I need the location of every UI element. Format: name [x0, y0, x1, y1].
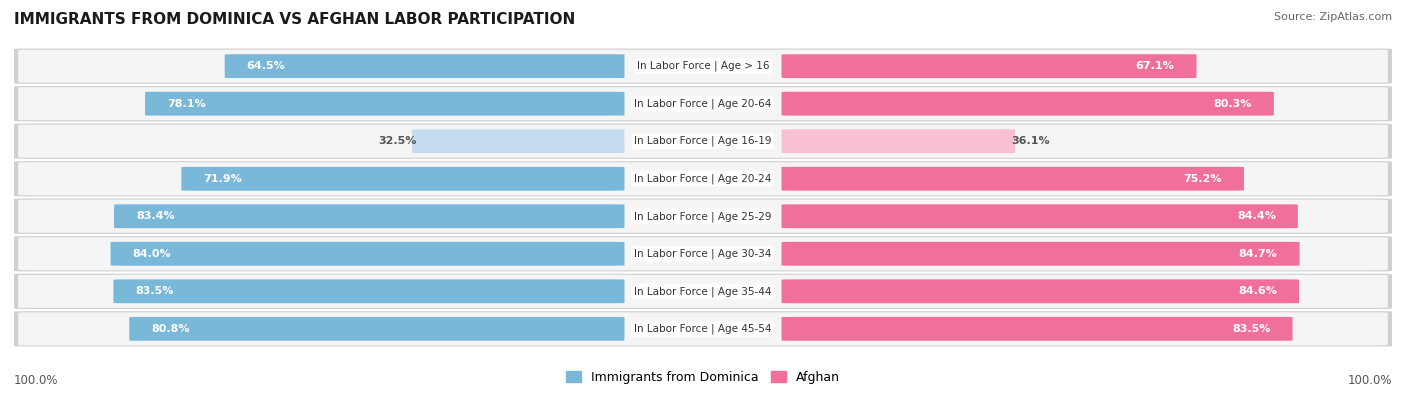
Text: 67.1%: 67.1% [1136, 61, 1174, 71]
FancyBboxPatch shape [18, 237, 1388, 270]
Legend: Immigrants from Dominica, Afghan: Immigrants from Dominica, Afghan [561, 366, 845, 389]
FancyBboxPatch shape [14, 161, 1392, 196]
Text: In Labor Force | Age 20-24: In Labor Force | Age 20-24 [634, 173, 772, 184]
Text: 80.8%: 80.8% [152, 324, 190, 334]
FancyBboxPatch shape [18, 50, 1388, 83]
Text: IMMIGRANTS FROM DOMINICA VS AFGHAN LABOR PARTICIPATION: IMMIGRANTS FROM DOMINICA VS AFGHAN LABOR… [14, 12, 575, 27]
Text: 84.0%: 84.0% [132, 249, 172, 259]
FancyBboxPatch shape [114, 279, 624, 303]
Text: 32.5%: 32.5% [378, 136, 416, 146]
FancyBboxPatch shape [181, 167, 624, 191]
FancyBboxPatch shape [14, 86, 1392, 121]
Text: In Labor Force | Age 45-54: In Labor Force | Age 45-54 [634, 324, 772, 334]
FancyBboxPatch shape [18, 162, 1388, 195]
FancyBboxPatch shape [14, 49, 1392, 84]
FancyBboxPatch shape [782, 242, 1299, 266]
FancyBboxPatch shape [14, 124, 1392, 159]
Text: 84.7%: 84.7% [1239, 249, 1278, 259]
FancyBboxPatch shape [225, 54, 624, 78]
Text: 75.2%: 75.2% [1184, 174, 1222, 184]
FancyBboxPatch shape [412, 129, 624, 153]
Text: 36.1%: 36.1% [1011, 136, 1049, 146]
FancyBboxPatch shape [782, 204, 1298, 228]
Text: 100.0%: 100.0% [14, 374, 59, 387]
Text: Source: ZipAtlas.com: Source: ZipAtlas.com [1274, 12, 1392, 22]
FancyBboxPatch shape [18, 275, 1388, 308]
FancyBboxPatch shape [782, 54, 1197, 78]
Text: In Labor Force | Age 25-29: In Labor Force | Age 25-29 [634, 211, 772, 222]
FancyBboxPatch shape [782, 92, 1274, 116]
Text: 83.5%: 83.5% [135, 286, 174, 296]
FancyBboxPatch shape [14, 311, 1392, 346]
FancyBboxPatch shape [114, 204, 624, 228]
FancyBboxPatch shape [18, 87, 1388, 120]
FancyBboxPatch shape [14, 199, 1392, 234]
Text: In Labor Force | Age 16-19: In Labor Force | Age 16-19 [634, 136, 772, 147]
Text: 71.9%: 71.9% [204, 174, 242, 184]
Text: 84.4%: 84.4% [1237, 211, 1275, 221]
Text: In Labor Force | Age 30-34: In Labor Force | Age 30-34 [634, 248, 772, 259]
Text: 83.4%: 83.4% [136, 211, 174, 221]
Text: 84.6%: 84.6% [1239, 286, 1277, 296]
Text: In Labor Force | Age > 16: In Labor Force | Age > 16 [637, 61, 769, 71]
FancyBboxPatch shape [129, 317, 624, 341]
FancyBboxPatch shape [18, 125, 1388, 158]
Text: 100.0%: 100.0% [1347, 374, 1392, 387]
FancyBboxPatch shape [14, 236, 1392, 271]
Text: In Labor Force | Age 20-64: In Labor Force | Age 20-64 [634, 98, 772, 109]
FancyBboxPatch shape [18, 200, 1388, 233]
FancyBboxPatch shape [782, 279, 1299, 303]
FancyBboxPatch shape [18, 312, 1388, 345]
Text: 83.5%: 83.5% [1232, 324, 1271, 334]
FancyBboxPatch shape [782, 167, 1244, 191]
Text: 78.1%: 78.1% [167, 99, 205, 109]
FancyBboxPatch shape [14, 274, 1392, 309]
Text: 80.3%: 80.3% [1213, 99, 1251, 109]
Text: 64.5%: 64.5% [246, 61, 285, 71]
FancyBboxPatch shape [145, 92, 624, 116]
FancyBboxPatch shape [782, 129, 1015, 153]
FancyBboxPatch shape [111, 242, 624, 266]
Text: In Labor Force | Age 35-44: In Labor Force | Age 35-44 [634, 286, 772, 297]
FancyBboxPatch shape [782, 317, 1292, 341]
